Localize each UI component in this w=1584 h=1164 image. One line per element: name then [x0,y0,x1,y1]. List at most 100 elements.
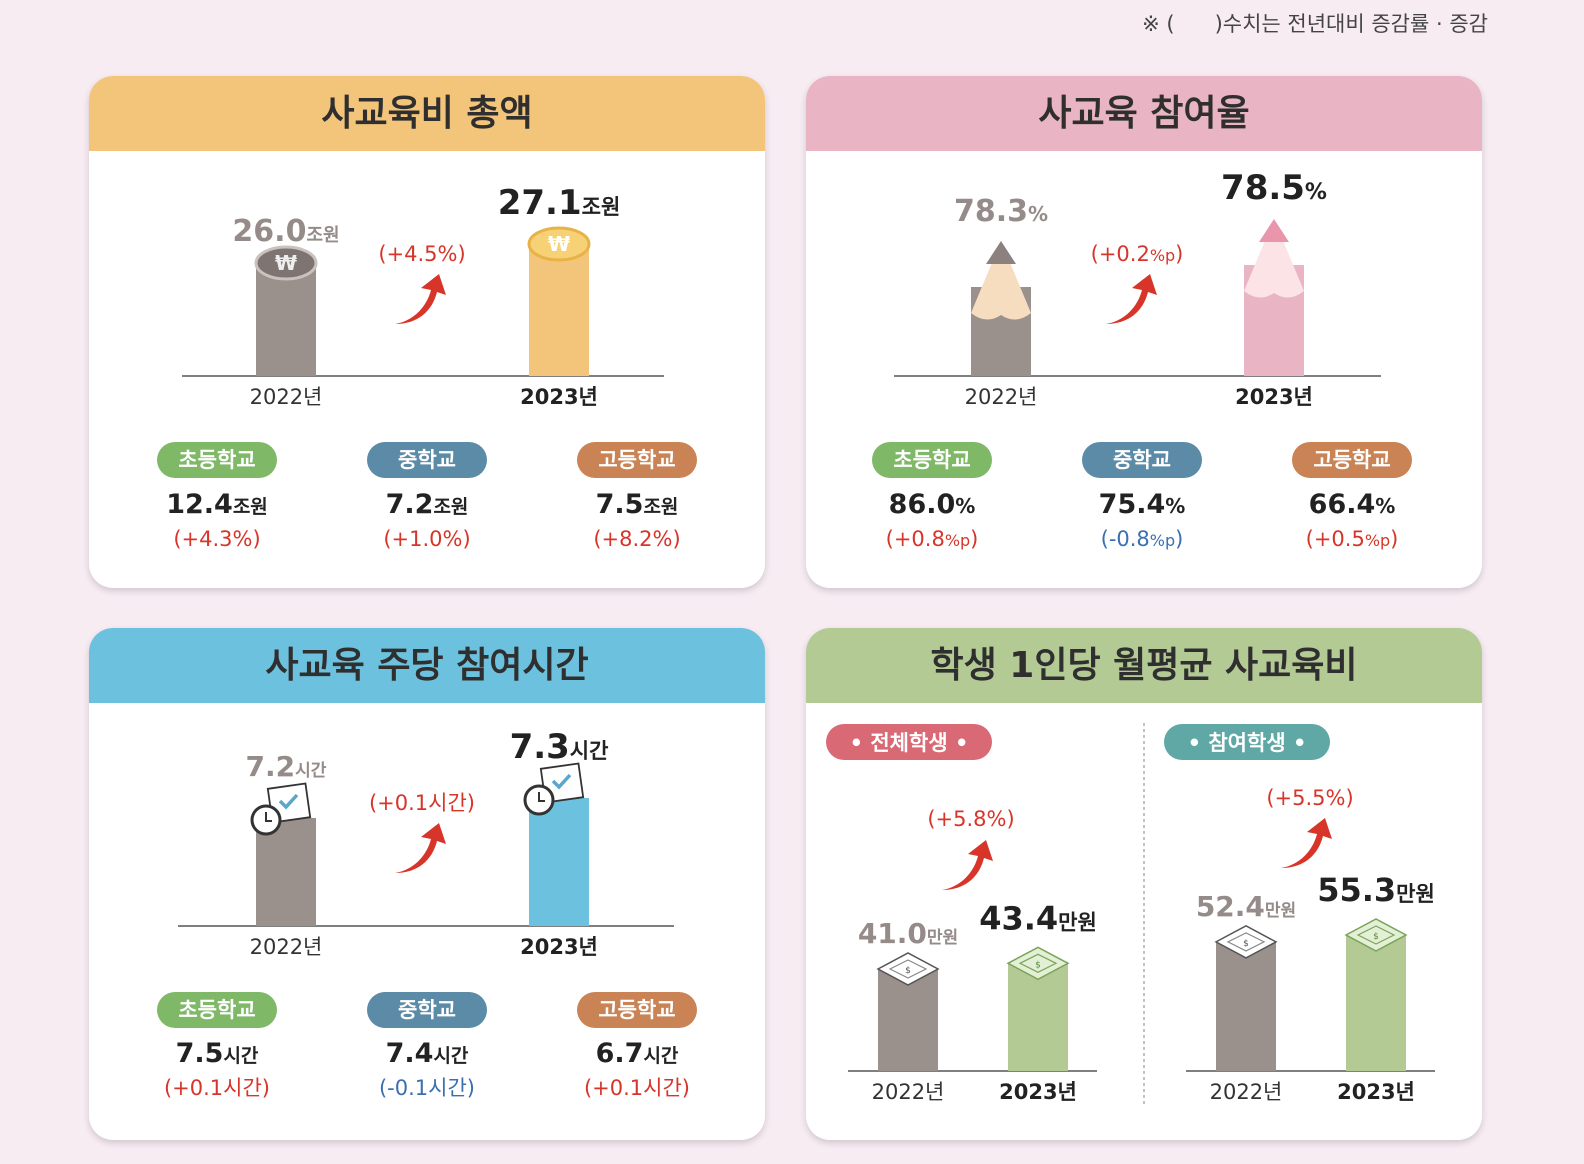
middle-change: (+1.0%) [383,527,470,551]
value-label-2022: 78.3% [954,194,1048,229]
bar-2022 [256,818,316,926]
calendar-clock-icon [250,782,312,836]
coin-icon [254,245,318,281]
pencil-icon [971,241,1031,376]
tag-elementary-label: 초등학교 [178,998,255,1022]
chart-total-spending: ₩ ₩ 26.0조원 27.1조원 (+4.5%) 2022년 2023년 초등… [157,183,697,551]
elementary-value: 12.4조원 [166,489,268,520]
high-change: (+8.2%) [593,527,680,551]
arrow-up-icon [395,823,446,873]
change-label: (+4.5%) [378,242,465,266]
panel-title: 사교육 주당 참여시간 [89,628,765,703]
arrow-up-icon [395,274,446,324]
change-label: (+5.8%) [927,807,1014,831]
elementary-value: 7.5시간 [176,1038,259,1069]
footnote: ※ ( )수치는 전년대비 증감률 · 증감 [1142,12,1488,36]
x-tick-2022: 2022년 [1210,1080,1283,1104]
tag-elementary-label: 초등학교 [893,448,970,472]
svg-text:$: $ [1035,960,1041,970]
high-change: (+0.1시간) [584,1076,690,1100]
elementary-change: (+0.1시간) [164,1076,270,1100]
panel-title: 사교육비 총액 [89,76,765,151]
won-sign-icon: ₩ [548,232,570,256]
tag-high-label: 고등학교 [598,998,675,1022]
bar-2022 [878,969,938,1071]
x-tick-2023: 2023년 [1235,385,1313,409]
value-label-2022: 7.2시간 [246,750,327,783]
x-tick-2022: 2022년 [872,1080,945,1104]
x-tick-2023: 2023년 [999,1080,1077,1104]
middle-value: 75.4% [1099,489,1186,520]
calendar-clock-icon [523,762,585,816]
middle-change: (-0.1시간) [379,1076,475,1100]
tag-middle-label: 중학교 [398,448,456,472]
middle-value: 7.2조원 [386,489,469,520]
high-value: 7.5조원 [596,489,679,520]
x-tick-2022: 2022년 [250,385,323,409]
x-tick-2023: 2023년 [520,385,598,409]
x-tick-2023: 2023년 [1337,1080,1415,1104]
middle-change: (-0.8%p) [1101,527,1184,551]
change-label: (+0.1시간) [369,791,475,815]
tag-elementary [157,992,277,1028]
x-tick-2023: 2023년 [520,935,598,959]
middle-value: 7.4시간 [386,1038,469,1069]
banknote-icon: $ [1344,918,1408,952]
coin-icon [527,226,591,262]
value-label-2023: 27.1조원 [498,183,621,223]
panel-title: 학생 1인당 월평균 사교육비 [806,628,1482,703]
value-label-2022: 41.0만원 [858,917,958,950]
value-label-2023: 7.3시간 [510,727,609,767]
arrow-up-icon [1106,274,1157,324]
tag-participating-students-label: • 참여학생 • [1188,731,1307,755]
arrow-up-icon [942,840,993,890]
svg-text:$: $ [905,966,911,976]
banknote-icon: $ [1214,925,1278,959]
value-label-2023: 43.4만원 [979,899,1097,937]
bar-2023 [1346,935,1406,1071]
panel-title: 사교육 참여율 [806,76,1482,151]
chart-monthly-per-student: • 전체학생 • $ $ 41.0만원 43.4만원 (+5.8%) 2022년… [826,723,1435,1106]
panel-total-spending: 사교육비 총액 ₩ ₩ 26.0조원 27.1조원 (+4.5%) 2022년 … [89,76,765,588]
pencil-tip [986,241,1016,264]
chart-participation-rate: 78.3% 78.5% (+0.2%p) 2022년 2023년 초등학교 86… [872,168,1412,551]
tag-middle [367,992,487,1028]
pencil-tip [1259,219,1289,242]
tag-all-students [826,724,992,760]
panel-monthly-per-student: 학생 1인당 월평균 사교육비 • 전체학생 • $ $ 41.0만원 43.4… [806,628,1482,1140]
high-value: 6.7시간 [596,1038,679,1069]
pencil-wood [1244,219,1304,298]
elementary-change: (+4.3%) [173,527,260,551]
svg-text:$: $ [1243,939,1249,949]
bar-2023 [529,798,589,926]
pencil-icon [1244,219,1304,376]
panel-participation-rate: 사교육 참여율 78.3% 78.5% (+0.2%p) 2022년 2023년… [806,76,1482,588]
tag-middle [367,442,487,478]
x-tick-2022: 2022년 [965,385,1038,409]
elementary-change: (+0.8%p) [886,527,979,551]
tag-high [1292,442,1412,478]
tag-high-label: 고등학교 [1313,448,1390,472]
bar-2023 [529,244,589,376]
tag-middle-label: 중학교 [398,998,456,1022]
bar-2022 [256,263,316,376]
high-value: 66.4% [1309,489,1396,520]
x-tick-2022: 2022년 [250,935,323,959]
value-label-2023: 78.5% [1221,168,1327,208]
pencil-wood [971,241,1031,320]
tag-elementary [872,442,992,478]
tag-high [577,992,697,1028]
tag-participating-students [1164,724,1330,760]
banknote-icon: $ [1006,946,1070,981]
value-label-2022: 26.0조원 [232,214,339,249]
value-label-2022: 52.4만원 [1196,890,1296,923]
tag-high-label: 고등학교 [598,448,675,472]
panel-weekly-hours: 사교육 주당 참여시간 7.2시간 7.3시간 (+0.1시간) 2022년 2… [89,628,765,1140]
bar-2023 [1008,963,1068,1071]
elementary-value: 86.0% [889,489,976,520]
tag-high [577,442,697,478]
arrow-up-icon [1281,818,1332,868]
tag-middle-label: 중학교 [1113,448,1171,472]
banknote-icon: $ [876,952,940,986]
svg-text:$: $ [1373,932,1379,942]
